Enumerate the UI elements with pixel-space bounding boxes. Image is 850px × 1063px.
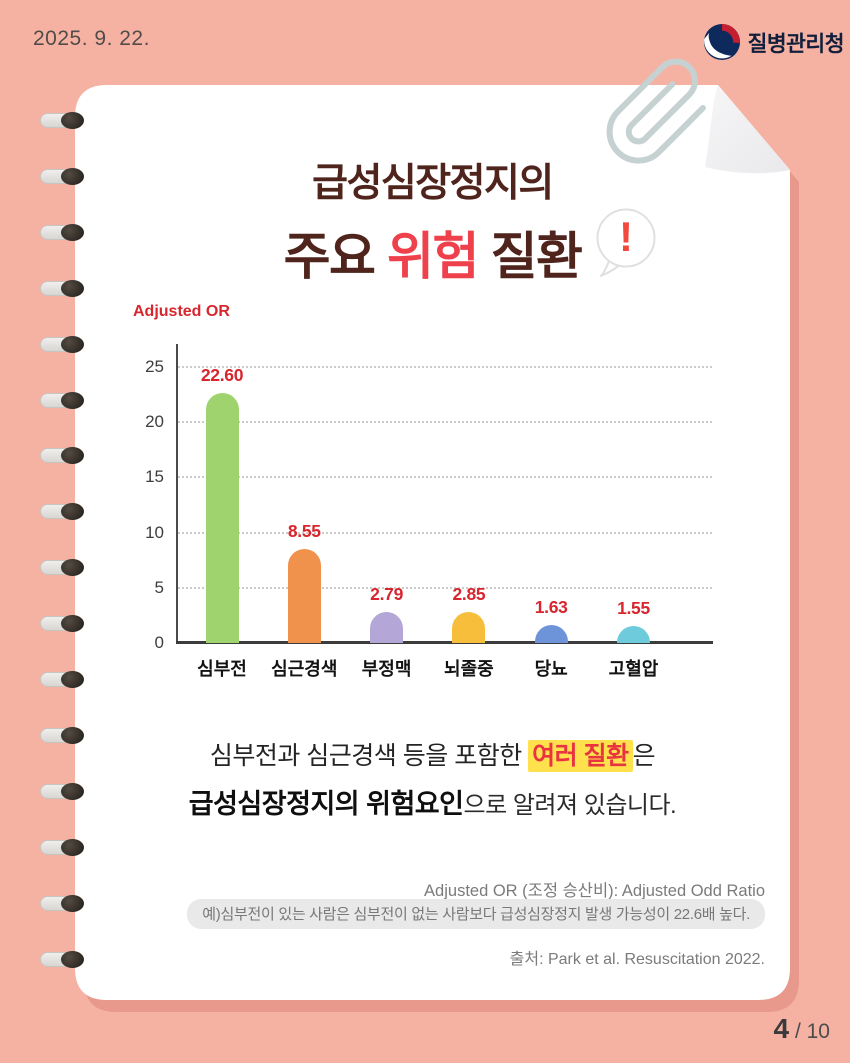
binder-pin-cap: [61, 391, 84, 409]
y-tick-label: 5: [154, 577, 164, 597]
footnote-definition: Adjusted OR (조정 승산비): Adjusted Odd Ratio: [424, 882, 765, 900]
binder-pin-cap: [61, 447, 84, 465]
exclamation-mark: !: [619, 213, 633, 260]
bar-category-label: 부정맥: [361, 659, 412, 679]
title-line2-part1: 주요: [283, 228, 388, 285]
page-number-current: 4: [773, 1013, 790, 1044]
gridline: [178, 365, 712, 368]
y-tick-label: 15: [145, 467, 164, 487]
bar-value-label: 8.55: [287, 520, 321, 541]
y-tick-label: 0: [154, 633, 164, 652]
footnote-source: 출처: Park et al. Resuscitation 2022.: [509, 951, 765, 968]
description-block: 심부전과 심근경색 등을 포함한 여러 질환 은 급성심장정지의 위험요인으로 알…: [75, 736, 790, 821]
title-block: 급성심장정지의 주요 위험 질환: [75, 152, 790, 289]
bar-value-label: 22.60: [200, 365, 244, 386]
binder-pin-cap: [61, 615, 84, 633]
bar-value-label: 1.63: [534, 596, 568, 617]
binder-pin-cap: [61, 782, 84, 800]
binder-pin-cap: [61, 950, 84, 968]
agency-logo: 질병관리청: [703, 23, 845, 61]
title-line2: 주요 위험 질환: [75, 215, 790, 289]
gridline: [178, 421, 712, 423]
bar-value-label: 2.79: [370, 584, 404, 605]
title-line2-emphasis: 위험: [387, 228, 479, 285]
page-number: 4 / 10: [774, 1013, 830, 1045]
exclamation-bubble-icon: [596, 208, 656, 277]
kdca-taegeuk-icon: [703, 23, 740, 61]
chart-bar: [287, 548, 321, 643]
description-line1: 심부전과 심근경색 등을 포함한 여러 질환 은: [75, 736, 790, 772]
chart-bar: [617, 625, 650, 643]
binder-pin-cap: [61, 167, 84, 185]
gridline: [178, 531, 712, 534]
chart-bar: [205, 393, 239, 643]
footnote-example: 예)심부전이 있는 사람은 심부전이 없는 사람보다 급성심장정지 발생 가능성…: [187, 899, 765, 929]
chart-axis-label: Adjusted OR: [133, 303, 230, 320]
binder-pin-cap: [61, 838, 84, 856]
binder-pin-cap: [61, 726, 84, 744]
bar-category-label: 심부전: [197, 659, 247, 679]
chart-bar: [534, 624, 568, 643]
binder-pin-cap: [61, 112, 84, 129]
binder-pin-cap: [61, 223, 84, 241]
chart-bar: [452, 611, 486, 643]
footnote-example-pill: 예)심부전이 있는 사람은 심부전이 없는 사람보다 급성심장정지 발생 가능성…: [187, 899, 765, 929]
bar-category-label: 심근경색: [271, 659, 338, 679]
title-line1: 급성심장정지의: [312, 162, 554, 205]
chart-bar: [370, 612, 404, 643]
paperclip-icon: [606, 58, 706, 164]
description-line2: 급성심장정지의 위험요인으로 알려져 있습니다.: [75, 782, 790, 821]
desc-line1-highlight: 여러 질환: [528, 740, 633, 772]
binder-pin-cap: [61, 335, 84, 353]
desc-line1-post: 은: [632, 742, 656, 770]
bar-category-label: 뇌졸중: [444, 659, 494, 679]
bar-value-label: 1.55: [617, 597, 650, 618]
binder-pin-cap: [61, 503, 84, 521]
y-tick-label: 20: [145, 412, 164, 431]
gridline: [178, 476, 712, 479]
desc-line2-rest: 으로 알려져 있습니다.: [463, 792, 677, 819]
gridline: [178, 586, 712, 589]
binder-pin-cap: [61, 279, 84, 297]
bar-value-label: 2.85: [452, 583, 486, 604]
binder-pin-cap: [61, 894, 84, 912]
binder-pin-cap: [61, 671, 84, 688]
x-axis-line: [176, 641, 713, 644]
page-number-total: / 10: [789, 1020, 830, 1043]
bar-category-label: 고혈압: [608, 659, 659, 679]
corner-fold: [705, 85, 790, 174]
date-label: 2025. 9. 22.: [33, 27, 150, 50]
y-tick-label: 10: [145, 522, 164, 542]
y-axis-line: [176, 344, 178, 643]
bar-category-label: 당뇨: [534, 659, 568, 679]
title-line2-part2: 질환: [477, 228, 583, 285]
desc-line2-bold: 급성심장정지의 위험요인: [188, 789, 464, 819]
agency-name: 질병관리청: [747, 31, 845, 56]
binder-pin-cap: [61, 559, 84, 577]
desc-line1-pre: 심부전과 심근경색 등을 포함한: [209, 742, 529, 770]
y-tick-label: 25: [145, 356, 164, 376]
